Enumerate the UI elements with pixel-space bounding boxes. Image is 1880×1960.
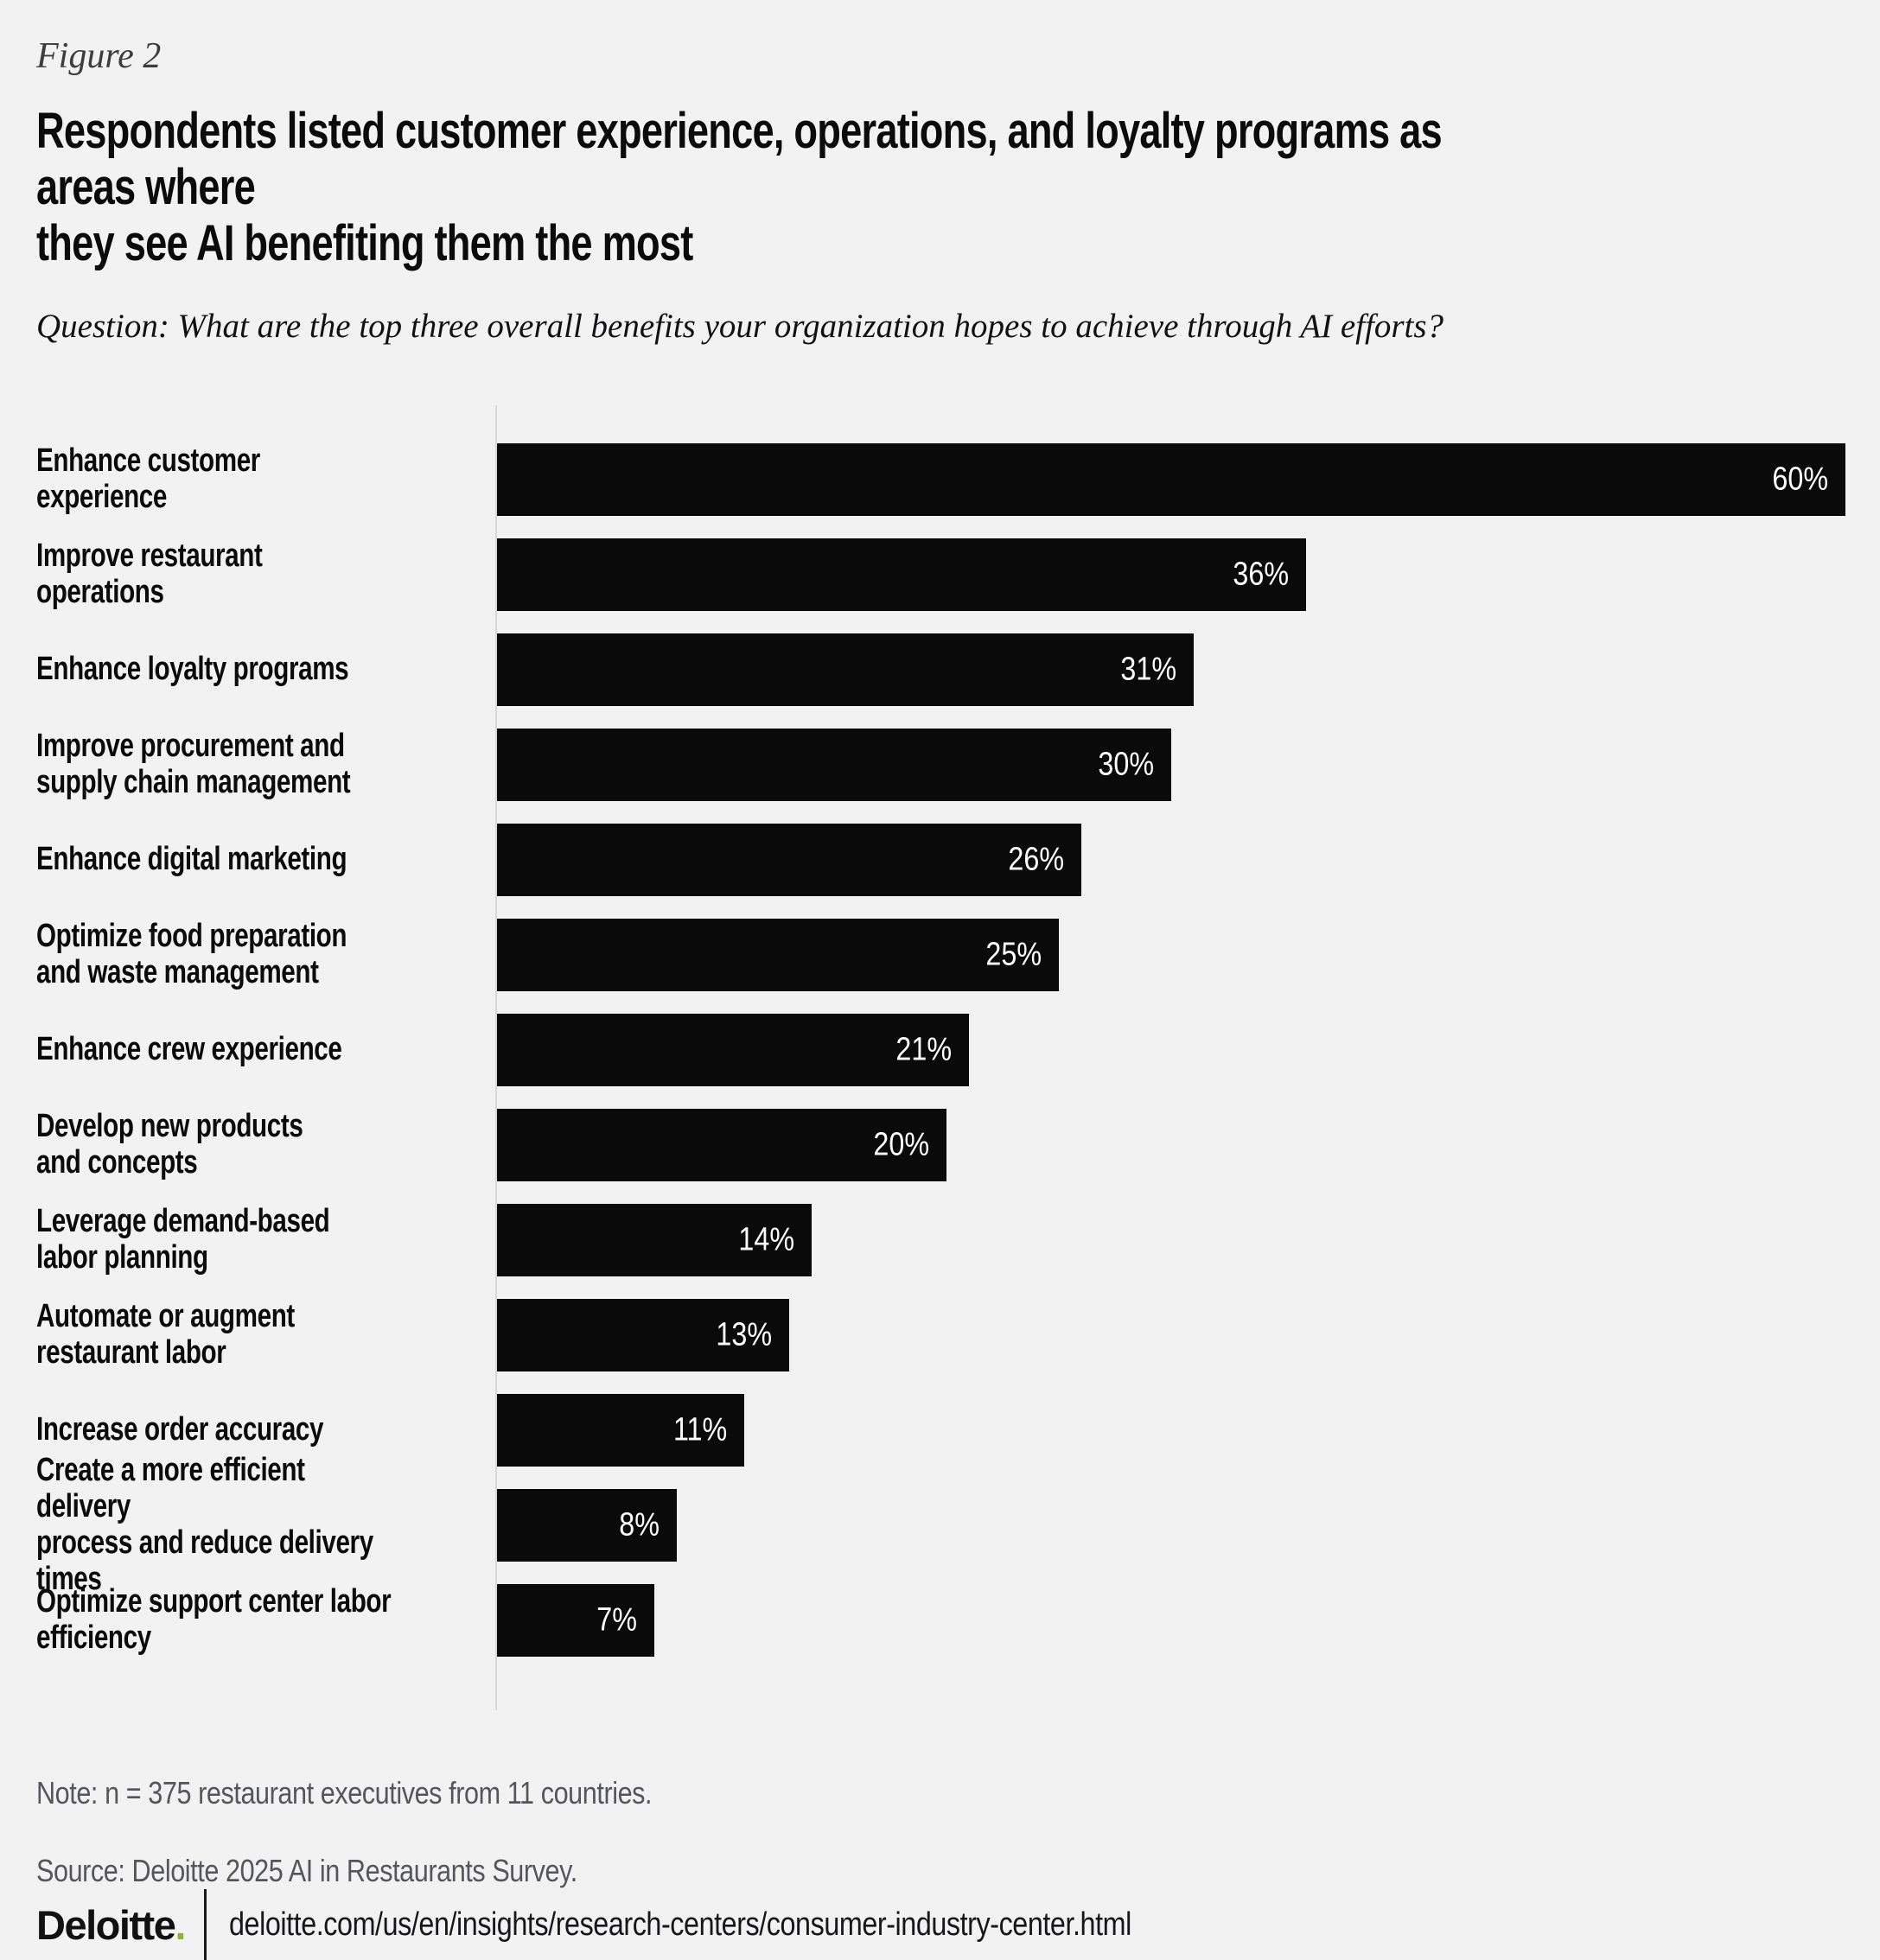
figure-label: Figure 2 bbox=[36, 36, 162, 76]
bar: 60% bbox=[497, 443, 1845, 517]
footer: Deloitte. deloitte.com/us/en/insights/re… bbox=[36, 1889, 1844, 1960]
bar: 31% bbox=[497, 633, 1194, 707]
footer-divider bbox=[203, 1889, 207, 1960]
bar-track: 13% bbox=[495, 1299, 1844, 1372]
category-label: Improve procurement and supply chain man… bbox=[36, 728, 351, 801]
chart-row: Develop new products and concepts 20% bbox=[36, 1098, 1844, 1193]
chart-row: Improve procurement and supply chain man… bbox=[36, 717, 1844, 812]
bar-value-label: 30% bbox=[1098, 746, 1154, 783]
bar-value-label: 25% bbox=[985, 936, 1042, 973]
source-text: Source: Deloitte 2025 AI in Restaurants … bbox=[36, 1853, 577, 1889]
bar-track: 20% bbox=[495, 1109, 1844, 1182]
bar-track: 8% bbox=[495, 1489, 1844, 1562]
chart-row: Leverage demand-based labor planning 14% bbox=[36, 1193, 1844, 1288]
chart-row: Optimize support center labor efficiency… bbox=[36, 1573, 1844, 1668]
bar-chart: Enhance customer experience 60% Improve re… bbox=[36, 405, 1845, 1711]
bar-track: 60% bbox=[495, 443, 1845, 517]
category-label: Improve restaurant operations bbox=[36, 538, 263, 611]
deloitte-logo-text: Deloitte bbox=[36, 1901, 176, 1948]
chart-row: Automate or augment restaurant labor 13% bbox=[36, 1288, 1844, 1383]
bar-track: 11% bbox=[495, 1394, 1844, 1467]
chart-row: Increase order accuracy 11% bbox=[36, 1383, 1844, 1478]
category-label: Enhance digital marketing bbox=[36, 841, 347, 878]
category-label: Leverage demand-based labor planning bbox=[36, 1203, 330, 1276]
bar-track: 30% bbox=[495, 729, 1844, 802]
bar-value-label: 26% bbox=[1008, 841, 1064, 878]
footer-url: deloitte.com/us/en/insights/research-cen… bbox=[228, 1906, 1131, 1943]
bar: 25% bbox=[497, 919, 1059, 992]
category-label: Develop new products and concepts bbox=[36, 1108, 303, 1181]
bar: 30% bbox=[497, 729, 1171, 802]
note-text: Note: n = 375 restaurant executives from… bbox=[36, 1775, 653, 1811]
bar: 11% bbox=[497, 1394, 744, 1467]
bar-value-label: 8% bbox=[619, 1506, 660, 1543]
bar-track: 31% bbox=[495, 633, 1844, 707]
chart-row: Improve restaurant operations 36% bbox=[36, 527, 1844, 622]
bar-track: 21% bbox=[495, 1014, 1844, 1087]
category-label: Increase order accuracy bbox=[36, 1411, 324, 1448]
category-label: Enhance customer experience bbox=[36, 442, 260, 516]
deloitte-logo: Deloitte. bbox=[36, 1901, 186, 1949]
bar: 7% bbox=[497, 1584, 654, 1658]
bar-value-label: 31% bbox=[1120, 651, 1176, 688]
chart-row: Enhance digital marketing 26% bbox=[36, 812, 1844, 907]
bar: 8% bbox=[497, 1489, 677, 1562]
bar: 21% bbox=[497, 1014, 969, 1087]
chart-row: Enhance loyalty programs 31% bbox=[36, 622, 1844, 717]
category-label: Enhance crew experience bbox=[36, 1031, 342, 1068]
bar-value-label: 14% bbox=[738, 1221, 794, 1258]
chart-row: Enhance customer experience 60% bbox=[36, 432, 1845, 527]
bar: 14% bbox=[497, 1204, 812, 1277]
bar-value-label: 60% bbox=[1772, 461, 1828, 498]
chart-row: Create a more efficient delivery process… bbox=[36, 1453, 1844, 1597]
bar-value-label: 21% bbox=[895, 1031, 952, 1068]
bar-chart-rows: Enhance customer experience 60% Improve re… bbox=[36, 432, 1845, 1668]
bar: 36% bbox=[497, 538, 1306, 612]
deloitte-logo-period: . bbox=[175, 1901, 186, 1948]
category-label: Enhance loyalty programs bbox=[36, 651, 349, 688]
bar: 26% bbox=[497, 824, 1081, 897]
category-label: Automate or augment restaurant labor bbox=[36, 1298, 295, 1371]
bar-track: 36% bbox=[495, 538, 1844, 612]
y-axis-line bbox=[495, 405, 497, 1711]
bar-track: 25% bbox=[495, 919, 1844, 992]
bar-value-label: 20% bbox=[873, 1126, 929, 1163]
bar: 20% bbox=[497, 1109, 946, 1182]
category-label: Optimize food preparation and waste mana… bbox=[36, 918, 347, 991]
chart-row: Enhance crew experience 21% bbox=[36, 1002, 1844, 1098]
chart-title: Respondents listed customer experience, … bbox=[36, 103, 1443, 272]
category-label: Create a more efficient delivery process… bbox=[36, 1452, 373, 1597]
bar: 13% bbox=[497, 1299, 789, 1372]
bar-value-label: 36% bbox=[1233, 556, 1289, 593]
bar-track: 26% bbox=[495, 824, 1844, 897]
bar-track: 7% bbox=[495, 1584, 1844, 1658]
bar-value-label: 7% bbox=[596, 1601, 637, 1639]
chart-row: Optimize food preparation and waste mana… bbox=[36, 907, 1844, 1002]
bar-track: 14% bbox=[495, 1204, 1844, 1277]
survey-question: Question: What are the top three overall… bbox=[36, 308, 1444, 346]
category-label: Optimize support center labor efficiency bbox=[36, 1583, 392, 1657]
bar-value-label: 13% bbox=[716, 1316, 772, 1353]
bar-value-label: 11% bbox=[672, 1411, 727, 1448]
